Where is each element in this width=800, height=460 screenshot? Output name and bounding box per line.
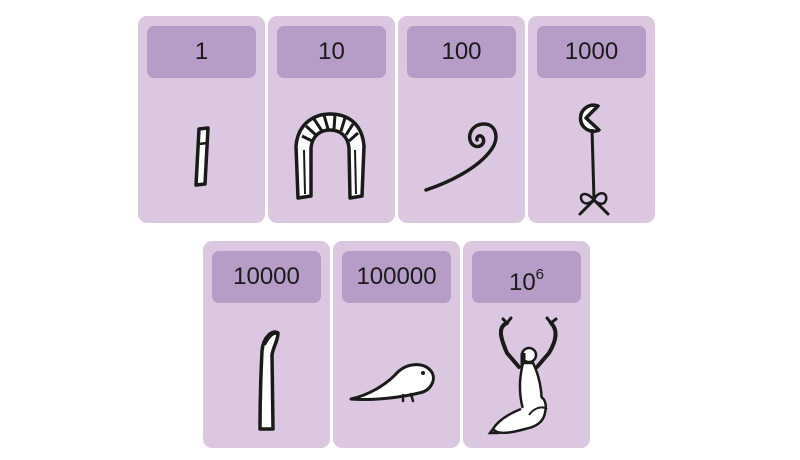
- stroke-icon: [138, 84, 265, 223]
- heel-bone-icon: [268, 84, 395, 223]
- numeral-card-1000: 1000: [528, 16, 655, 223]
- numeral-label-1000: 1000: [537, 26, 646, 78]
- kneeling-god-icon: [463, 309, 590, 448]
- numeral-label-million: 106: [472, 251, 581, 303]
- numeral-label-100000: 100000: [342, 251, 451, 303]
- finger-icon: [203, 309, 330, 448]
- numeral-card-1: 1: [138, 16, 265, 223]
- numeral-card-10000: 10000: [203, 241, 330, 448]
- numeral-card-100000: 100000: [333, 241, 460, 448]
- tadpole-icon: [333, 309, 460, 448]
- numeral-label-100: 100: [407, 26, 516, 78]
- numeral-label-10000: 10000: [212, 251, 321, 303]
- lotus-plant-icon: [528, 84, 655, 223]
- numeral-label-1: 1: [147, 26, 256, 78]
- numeral-label-10: 10: [277, 26, 386, 78]
- numeral-card-100: 100: [398, 16, 525, 223]
- numeral-card-10: 10: [268, 16, 395, 223]
- label-exponent: 6: [535, 266, 545, 283]
- coil-of-rope-icon: [398, 84, 525, 223]
- label-base: 10: [508, 269, 536, 296]
- numeral-card-million: 106: [463, 241, 590, 448]
